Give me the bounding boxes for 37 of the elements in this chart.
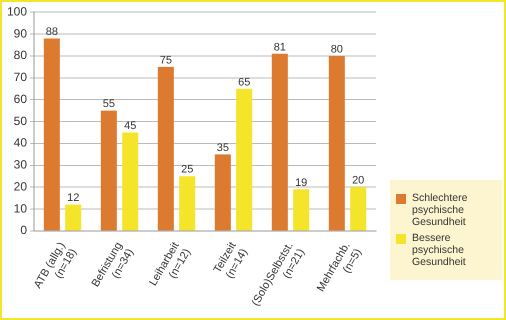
y-tick-label: 80: [14, 48, 28, 62]
legend-label: Schlechtere psychische Gesundheit: [412, 192, 468, 228]
data-label: 88: [46, 26, 58, 38]
data-label: 20: [352, 174, 364, 187]
data-label: 75: [160, 54, 172, 66]
data-label: 65: [238, 76, 250, 88]
legend-label: Bessere psychische Gesundheit: [412, 232, 467, 268]
bar: [236, 88, 252, 230]
bar: [158, 66, 174, 230]
y-tick-label: 90: [14, 26, 28, 40]
bar: [272, 54, 288, 230]
y-tick-label: 60: [14, 92, 28, 106]
bar: [122, 132, 138, 230]
y-tick-label: 20: [14, 179, 28, 194]
y-tick-label: 100: [6, 4, 28, 19]
bar: [179, 176, 196, 230]
y-tick-label: 50: [14, 114, 28, 128]
bar: [350, 187, 366, 230]
bar: [328, 56, 345, 230]
data-label: 35: [216, 142, 229, 154]
data-label: 45: [124, 120, 136, 132]
bar: [100, 110, 117, 230]
data-label: 81: [274, 41, 286, 54]
y-tick-label: 70: [14, 70, 28, 84]
y-tick-label: 10: [14, 201, 28, 216]
data-label: 25: [181, 164, 194, 176]
data-label: 12: [67, 192, 80, 204]
bar: [293, 189, 310, 230]
bar: [44, 38, 60, 230]
data-label: 19: [295, 176, 308, 189]
data-label: 80: [330, 43, 343, 56]
y-tick-label: 40: [14, 136, 28, 150]
y-tick-label: 30: [14, 158, 28, 172]
data-label: 55: [102, 98, 115, 110]
y-tick-label: 0: [20, 223, 28, 238]
bar: [65, 204, 82, 230]
bar: [214, 154, 231, 230]
